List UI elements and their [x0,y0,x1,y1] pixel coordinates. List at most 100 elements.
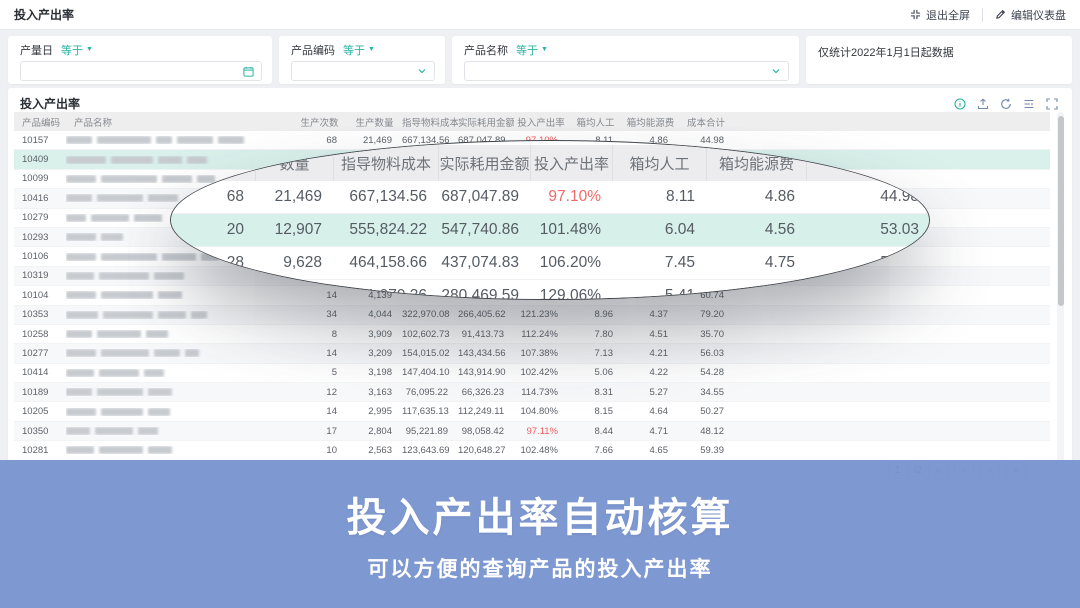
redacted-text-block [97,388,143,397]
exit-fullscreen-button[interactable]: 退出全屏 [910,7,970,23]
lens-cell: 8.11 [665,188,695,205]
banner-subtitle: 可以方便的查询产品的投入产出率 [367,558,713,581]
filter-operator-dropdown[interactable]: 等于 ▼ [61,44,93,57]
lens-cell: 4.75 [764,254,795,271]
cell-guide-material-cost: 322,970.08 [402,309,450,321]
lens-cell: 53.03 [880,221,919,238]
filter-note-card: 仅统计2022年1月1日起数据 [806,36,1072,84]
lens-row: 28 9,628 464,158.66 437,074.83 106.20% 7… [171,247,929,280]
redacted-text-block [91,213,129,222]
redacted-text-block [66,388,92,397]
topbar-actions: 退出全屏 编辑仪表盘 [910,7,1066,23]
cell-actual-consumption: 91,413.73 [461,328,504,340]
table-row[interactable]: 10189 12 3,163 76,095.22 66,326.23 114.7… [14,383,1050,403]
edit-dashboard-button[interactable]: 编辑仪表盘 [995,7,1066,23]
redacted-text-block [154,271,184,280]
cell-total-cost: 56.03 [700,347,724,359]
redacted-text-block [66,136,92,145]
date-input[interactable] [20,61,262,81]
cell-guide-material-cost: 117,635.13 [402,406,449,418]
lens-row: 20 12,907 555,824.22 547,740.86 101.48% … [171,214,929,247]
topbar-divider [982,7,983,22]
redacted-text-block [66,368,94,377]
info-icon[interactable] [954,97,966,110]
lens-cell: 437,074.83 [441,254,519,271]
lens-cell: 464,158.66 [349,254,427,271]
cell-product-name-redacted [66,271,292,280]
expand-icon[interactable] [1046,97,1058,110]
redacted-text-block [146,330,168,339]
lens-column-header [807,145,929,181]
redacted-text-block [66,271,94,280]
table-row[interactable]: 10277 14 3,209 154,015.02 143,434.56 107… [14,344,1050,364]
cell-product-code: 10414 [22,367,49,379]
lens-cell: 4.86 [764,188,795,205]
filter-label: 产品编码 [291,44,335,57]
redacted-text-block [185,349,199,358]
product-code-select[interactable] [291,61,435,81]
redacted-text-block [66,291,96,300]
redacted-text-block [66,446,94,455]
scrollbar-thumb[interactable] [1057,116,1064,306]
cell-product-code: 10157 [22,134,49,146]
column-header[interactable]: 箱均能源费 [626,117,675,129]
cell-actual-consumption: 120,648.27 [458,444,506,456]
column-settings-icon[interactable] [1023,98,1035,110]
column-header[interactable]: 成本合计 [686,117,725,129]
lens-cell: 4,163 [283,287,322,300]
redacted-text-block [101,233,123,242]
cell-production-qty: 3,163 [368,386,392,398]
redacted-text-block [97,194,143,203]
cell-production-qty: 3,198 [368,367,392,379]
product-name-select[interactable] [464,61,789,81]
cell-actual-consumption: 687,047.89 [458,134,506,146]
cell-production-count: 8 [331,328,337,340]
table-row[interactable]: 10205 14 2,995 117,635.13 112,249.11 104… [14,402,1050,422]
redacted-text-block [158,291,182,300]
redacted-text-block [148,194,178,203]
table-row[interactable]: 10258 8 3,909 102,602.73 91,413.73 112.2… [14,324,1050,345]
cell-product-name-redacted [66,233,292,242]
banner-title: 投入产出率自动核算 [346,496,734,540]
redacted-text-block [101,349,149,358]
lens-header-row: 数量 指导物料成本 实际耗用金额 投入产出率 箱均人工 箱均能源费 [171,145,929,181]
redacted-text-block [99,368,139,377]
redacted-text-block [138,427,158,436]
column-header[interactable]: 箱均人工 [576,117,615,129]
redacted-text-block [148,407,170,416]
filter-operator-dropdown[interactable]: 等于 ▼ [343,44,375,57]
filter-card-product-name: 产品名称 等于 ▼ [452,36,799,84]
cell-io-ratio: 104.80% [520,406,558,418]
cell-production-count: 12 [326,386,337,398]
cell-product-name-redacted [66,136,292,145]
filter-card-product-code: 产品编码 等于 ▼ [279,36,445,84]
lens-cell-ratio: 97.10% [548,188,601,205]
cell-product-name-redacted [66,368,292,377]
caption-banner: 投入产出率自动核算 可以方便的查询产品的投入产出率 [0,460,1080,608]
table-row[interactable]: 10350 17 2,804 95,221.89 98,058.42 97.11… [14,421,1050,442]
table-row[interactable]: 10353 34 4,044 322,970.08 266,405.62 121… [14,305,1050,325]
filter-operator-dropdown[interactable]: 等于 ▼ [516,44,548,57]
cell-production-qty: 3,209 [368,347,392,359]
column-header[interactable]: 生产数量 [355,117,394,129]
cell-production-count: 68 [326,134,337,146]
lens-cell: 68 [226,188,244,205]
cell-labor-per-box: 8.96 [594,309,614,321]
redacted-text-block [191,310,207,319]
column-header[interactable]: 生产次数 [300,117,339,129]
lens-column-header: 数量 [256,145,334,181]
lens-cell: 555,824.22 [349,221,427,238]
column-header[interactable]: 指导物料成本 [402,117,458,129]
lens-cell: 4.56 [764,221,795,238]
lens-row: 68 21,469 667,134.56 687,047.89 97.10% 8… [171,181,929,214]
column-header[interactable]: 产品名称 [74,117,113,129]
column-header[interactable]: 投入产出率 [517,117,565,129]
table-row[interactable]: 10281 10 2,563 123,643.69 120,648.27 102… [14,441,1050,461]
column-header[interactable]: 产品编码 [22,117,61,129]
cell-io-ratio: 112.24% [521,328,558,340]
column-header[interactable]: 实际耗用金额 [458,117,514,129]
refresh-icon[interactable] [1000,98,1012,110]
cell-io-ratio: 121.23% [520,309,558,321]
table-row[interactable]: 10414 5 3,198 147,404.10 143,914.90 102.… [14,363,1050,384]
export-icon[interactable] [977,97,989,110]
